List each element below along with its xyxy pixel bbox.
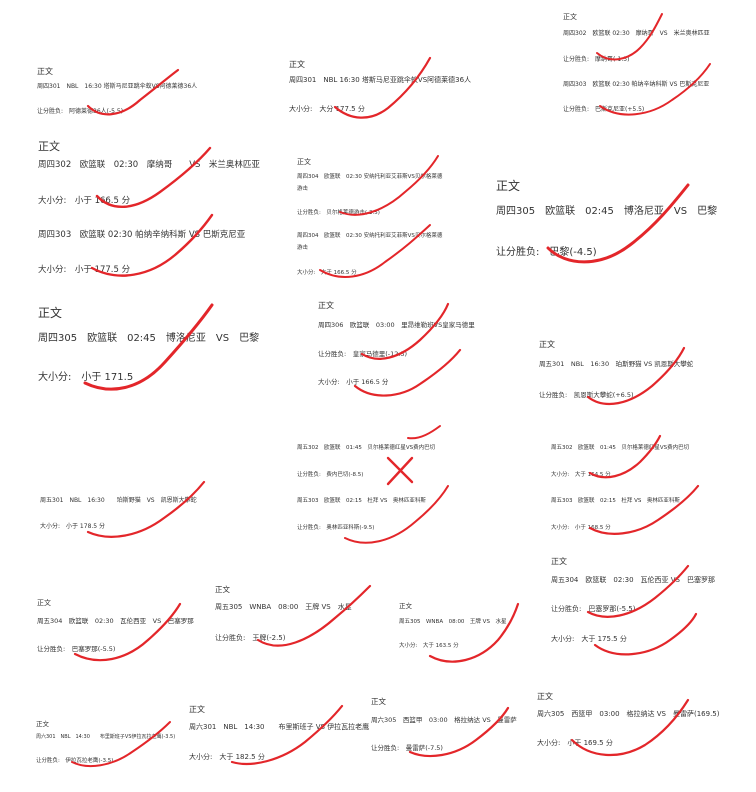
match-line: 周四301 NBL 16:30 塔斯马尼亚跳伞蚁VS阿德莱德36人 [37,83,198,90]
slip-header: 正文 [551,557,567,566]
match-line-cont: 游击 [297,186,309,192]
bet-line: 让分胜负: 巴斯克尼亚(+5.5) [563,106,645,113]
slip-header: 正文 [38,140,60,153]
slip-header: 正文 [399,602,412,610]
match-line: 周五302 欧篮联 01:45 贝尔格莱德红星VS费内巴切 [297,445,436,451]
match-line: 周五301 NBL 16:30 珀斯野猫 VS 凯恩斯大攀蛇 [40,497,197,504]
match-line: 周五301 NBL 16:30 珀斯野猫 VS 凯恩斯大攀蛇 [539,360,694,368]
match-line: 周六305 西篮甲 03:00 格拉纳达 VS 曼雷萨(169.5) [537,710,720,718]
match-line: 周四303 欧篮联 02:30 帕纳辛纳科斯 VS 巴斯克尼亚 [38,230,246,240]
bet-line: 大小分: 小于 178.5 分 [40,523,106,530]
slip-header: 正文 [371,697,386,706]
bet-line: 大小分: 小于 168.5 分 [551,525,611,531]
match-line: 周四304 欧篮联 02:30 安纳托利亚艾菲斯VS贝尔格莱德 [297,233,443,239]
bet-line: 让分胜负: 王牌(-2.5) [215,634,286,642]
slip-header: 正文 [289,60,305,69]
bet-line: 大小分: 小于 166.5 分 [38,196,131,206]
bet-line: 大小分: 大于 164.5 分 [551,472,611,478]
match-line: 周五303 欧篮联 02:15 杜拜 VS 奥林匹亚科斯 [551,498,680,504]
match-line: 周四305 欧篮联 02:45 博洛尼亚 VS 巴黎 [496,206,718,217]
bet-line: 大小分: 小于 177.5 分 [38,265,131,275]
bet-line: 大小分: 小于 169.5 分 [537,739,613,747]
match-line: 周六301 NBL 14:30 布里斯班子VS伊拉瓦拉老鹰(-3.5) [36,734,176,740]
bet-line: 让分胜负: 费内巴切(-8.5) [297,472,364,478]
slip-header: 正文 [496,179,521,193]
slip-header: 正文 [37,67,53,76]
bet-line: 让分胜负: 巴黎(-4.5) [496,247,597,258]
slip-header: 正文 [215,585,230,594]
bet-line: 让分胜负: 阿德莱德36人(-5.5) [37,108,124,115]
bet-line: 大小分: 大于 166.5 分 [297,270,357,276]
bet-line: 让分胜负: 伊拉瓦拉老鹰(-3.5) [36,758,114,764]
match-line: 周四302 欧篮联 02:30 摩纳哥 VS 米兰奥林匹亚 [563,30,710,37]
match-line: 周四301 NBL 16:30 塔斯马尼亚跳伞蚁VS阿德莱德36人 [289,76,472,84]
bet-line: 大小分: 大于 182.5 分 [189,753,265,761]
bet-line: 大小分: 大于 175.5 分 [551,635,627,643]
match-line: 周五304 欧篮联 02:30 瓦伦西亚 VS 巴塞罗那 [37,617,194,625]
match-line: 周六301 NBL 14:30 布里斯班子 VS 伊拉瓦拉老鹰 [189,723,370,731]
slip-header: 正文 [36,720,49,728]
bet-line: 让分胜负: 巴塞罗那(-5.5) [551,605,636,613]
match-line: 周五304 欧篮联 02:30 瓦伦西亚 VS 巴塞罗那 [551,576,715,584]
match-line: 周四303 欧篮联 02:30 帕纳辛纳科斯 VS 巴斯克尼亚 [563,81,710,88]
bet-line: 让分胜负: 巴塞罗那(-5.5) [37,645,116,653]
slip-header: 正文 [539,340,555,349]
bet-line: 大小分: 小于 166.5 分 [318,378,389,386]
match-line: 周五305 WNBA 08:00 王牌 VS 水星 [215,603,352,611]
slip-header: 正文 [297,158,311,166]
match-line-cont: 游击 [297,245,309,251]
match-line: 周四306 欧篮联 03:00 里昂维勒班VS皇家马德里 [318,321,475,329]
bet-line: 大小分: 小于 171.5 [38,372,134,383]
bet-line: 大小分: 大于 163.5 分 [399,643,459,649]
slip-header: 正文 [563,13,577,21]
match-line: 周六305 西篮甲 03:00 格拉纳达 VS 曼雷萨 [371,716,517,724]
slip-header: 正文 [537,692,553,701]
bet-line: 让分胜负: 摩纳哥(-1.5) [563,56,630,63]
bet-line: 让分胜负: 凯恩斯大攀蛇(+6.5) [539,391,634,399]
match-line: 周五302 欧篮联 01:45 贝尔格莱德红星VS费内巴切 [551,445,690,451]
slip-header: 正文 [37,599,51,607]
slip-header: 正文 [38,306,63,320]
match-line: 周四304 欧篮联 02:30 安纳托利亚艾菲斯VS贝尔格莱德 [297,174,443,180]
match-line: 周五303 欧篮联 02:15 杜拜 VS 奥林匹亚科斯 [297,498,426,504]
bet-line: 大小分: 大分 177.5 分 [289,105,365,113]
bet-line: 让分胜负: 奥林匹亚科斯(-9.5) [297,525,375,531]
bet-line: 让分胜负: 曼雷萨(-7.5) [371,744,443,752]
match-line: 周五305 WNBA 08:00 王牌 VS 水星 [399,619,507,625]
slip-header: 正文 [318,301,334,310]
bet-line: 让分胜负: 皇家马德里(-12.5) [318,350,408,358]
match-line: 周四305 欧篮联 02:45 博洛尼亚 VS 巴黎 [38,333,260,344]
match-line: 周四302 欧篮联 02:30 摩纳哥 VS 米兰奥林匹亚 [38,160,260,170]
slip-header: 正文 [189,705,205,714]
bet-line: 让分胜负: 贝尔格莱德游击(-3.5) [297,210,380,216]
